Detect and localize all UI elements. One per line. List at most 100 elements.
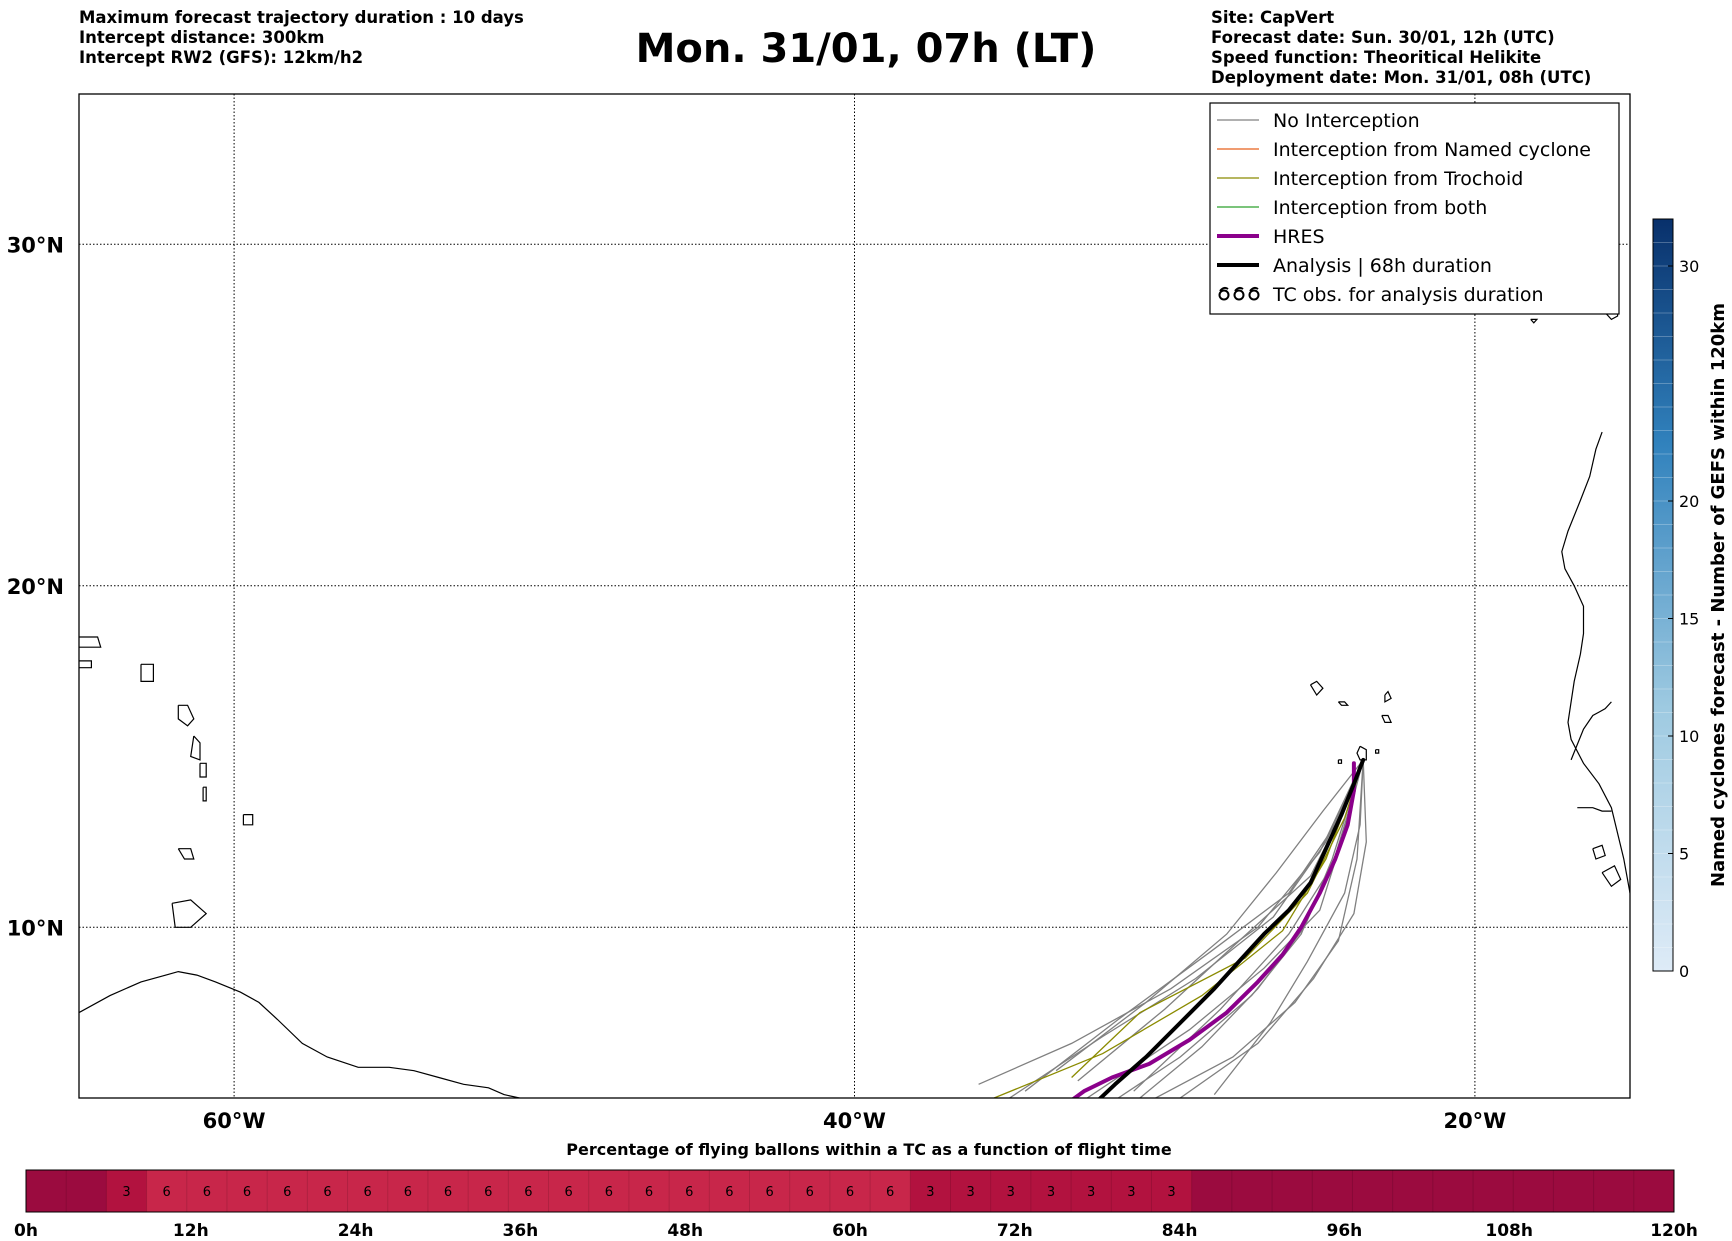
longitude-labels: 60°W 40°W 20°W [203,1109,1507,1133]
timebar-cell [267,1170,308,1212]
legend-label: Analysis | 68h duration [1273,255,1492,277]
tc-symbol-icon [1249,286,1259,292]
timebar-tick-label: 96h [1327,1221,1363,1241]
timebar-tick-label: 84h [1162,1221,1198,1241]
coastline-caribbean [199,762,207,778]
timebar-cell [1312,1170,1353,1212]
coastline-canaries [1530,318,1539,324]
map-frame [78,93,1631,1099]
ensemble-track-no-interception [978,759,1364,1085]
coastline-caribbean [79,636,102,648]
timebar-cell-value: 3 [966,1185,974,1200]
timebar-tick-label: 0h [14,1221,38,1241]
timebar-cell [1633,1170,1675,1212]
timebar-cell-value: 6 [685,1185,693,1200]
lat-tick-label: 30°N [7,233,64,257]
deployment-date-text: Deployment date: Mon. 31/01, 08h (UTC) [1211,68,1592,87]
timebar-cell [1553,1170,1595,1212]
timebar-cell-value: 3 [1007,1185,1015,1200]
legend-label: HRES [1273,226,1325,248]
ensemble-track-no-interception [1154,759,1364,1098]
coastline-africa [1592,844,1606,860]
speed-function-text: Speed function: Theoritical Helikite [1211,48,1542,67]
coastline-caribbean [79,660,93,669]
intercept-distance-text: Intercept distance: 300km [79,28,325,47]
coastline-capeverde [1309,680,1324,696]
timebar-cell [307,1170,349,1212]
timebar-tick-label: 36h [503,1221,539,1241]
timebar-tick-label: 12h [173,1221,209,1241]
timebar-cell [1030,1170,1072,1212]
timebar-cell [1593,1170,1635,1212]
timebar-cell [347,1170,389,1212]
timebar-cell-value: 6 [163,1185,171,1200]
coastline-caribbean [202,786,207,802]
timebar-cell-value: 3 [1127,1185,1135,1200]
header-left-info: Maximum forecast trajectory duration : 1… [79,8,524,68]
colorbar: 0 5 10 15 20 30 Named cyclones forecast - Num… [1652,218,1729,981]
page-title: Mon. 31/01, 07h (LT) [635,26,1097,72]
timebar-cell [508,1170,550,1212]
lat-tick-label: 10°N [7,916,64,940]
timebar-tick-label: 72h [997,1221,1033,1241]
lon-tick-label: 20°W [1443,1109,1506,1133]
timebar-cell-value: 6 [203,1185,211,1200]
timebar-cell [910,1170,951,1212]
timebar-cell-value: 6 [886,1185,894,1200]
coastlines [79,284,1630,1098]
timebar-cell [1392,1170,1434,1212]
coastline-africa [1577,807,1612,812]
timebar-cell [628,1170,670,1212]
analysis-track [1097,757,1366,1098]
ensemble-track-trochoid [1071,759,1364,1078]
timebar-cell-value: 6 [765,1185,773,1200]
timebar-tick-label: 60h [832,1221,868,1241]
timebar-cell [1231,1170,1273,1212]
timebar-cell [950,1170,992,1212]
coastline-caribbean [177,704,195,727]
timebar-cell [186,1170,228,1212]
timebar-cell-value: 6 [283,1185,291,1200]
timebar-tick-label: 120h [1650,1221,1698,1241]
timebar-cell-value: 6 [484,1185,492,1200]
timebar-tick-label: 24h [338,1221,374,1241]
legend-label: Interception from Trochoid [1273,168,1523,190]
timebar-cell [709,1170,751,1212]
max-duration-text: Maximum forecast trajectory duration : 1… [79,8,524,27]
timebar-cell [146,1170,188,1212]
timebar-cell [106,1170,148,1212]
timebar-cells: 3 6 6 6 6 6 6 6 6 6 6 6 6 6 6 6 6 6 6 6 3 3 3 3 3 3 3 [26,1170,1675,1212]
colorbar-tick-label: 5 [1679,845,1689,864]
timebar-cell-value: 6 [444,1185,452,1200]
ensemble-track-no-interception [1179,759,1367,1098]
timebar-cell-value: 6 [806,1185,814,1200]
timebar-cell [1111,1170,1152,1212]
colorbar-ticks: 0 5 10 15 20 30 [1653,242,1699,981]
timebar-cell [749,1170,791,1212]
coastline-caribbean [140,663,154,683]
timebar-cell-value: 6 [524,1185,532,1200]
colorbar-label: Named cyclones forecast - Number of GEFS… [1708,303,1729,887]
legend-label: Interception from both [1273,197,1487,219]
coastline-africa [1561,431,1630,894]
coastline-capeverde [1374,749,1380,754]
colorbar-bar [1652,218,1674,972]
coastline-caribbean [242,813,254,826]
timebar-cell [669,1170,710,1212]
colorbar-tick-label: 0 [1679,962,1689,981]
colorbar-tick-label: 30 [1679,257,1699,276]
timebar-cell [548,1170,590,1212]
timebar-frame [25,1169,1675,1213]
timebar-cell [870,1170,911,1212]
coastline-caribbean [171,899,208,928]
coastline-caribbean [79,970,520,1098]
timebar-cell-value: 6 [564,1185,572,1200]
timebar-cell [1352,1170,1394,1212]
timebar-title: Percentage of flying ballons within a TC… [566,1140,1172,1159]
timebar-cell [1473,1170,1514,1212]
legend-label: Interception from Named cyclone [1273,139,1591,161]
ensemble-track-no-interception [1213,759,1364,1095]
intercept-rw2-text: Intercept RW2 (GFS): 12km/h2 [79,48,364,67]
legend-box [1209,102,1620,315]
timebar-cell [588,1170,630,1212]
